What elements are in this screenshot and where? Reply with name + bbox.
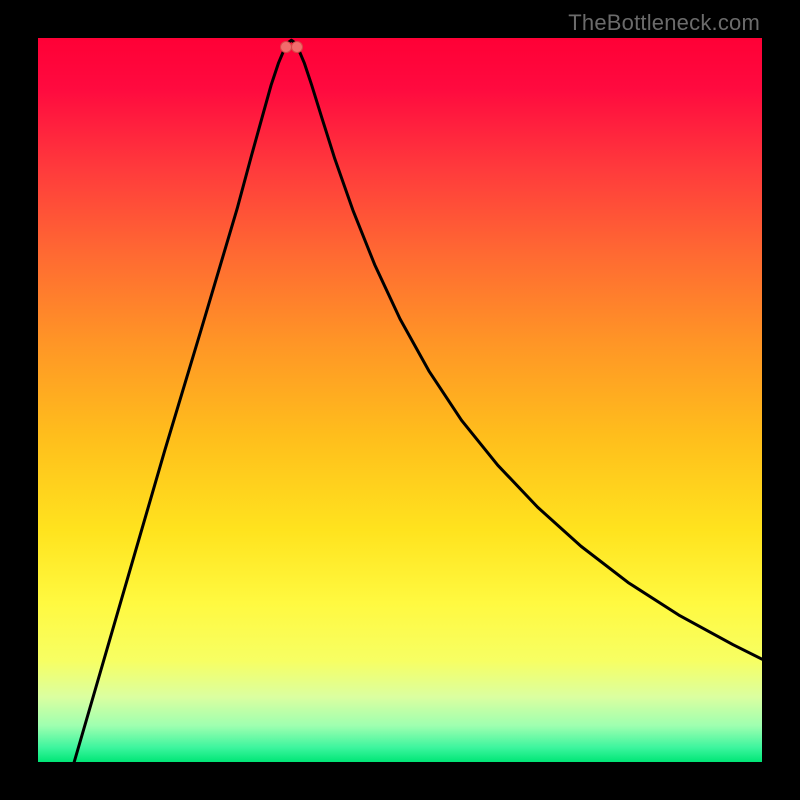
plot-area (38, 38, 762, 762)
chart-frame: TheBottleneck.com (0, 0, 800, 800)
sweet-spot-marker-0 (280, 41, 292, 53)
sweet-spot-marker-1 (291, 41, 303, 53)
bottleneck-curve (38, 38, 762, 762)
watermark-text: TheBottleneck.com (568, 10, 760, 36)
